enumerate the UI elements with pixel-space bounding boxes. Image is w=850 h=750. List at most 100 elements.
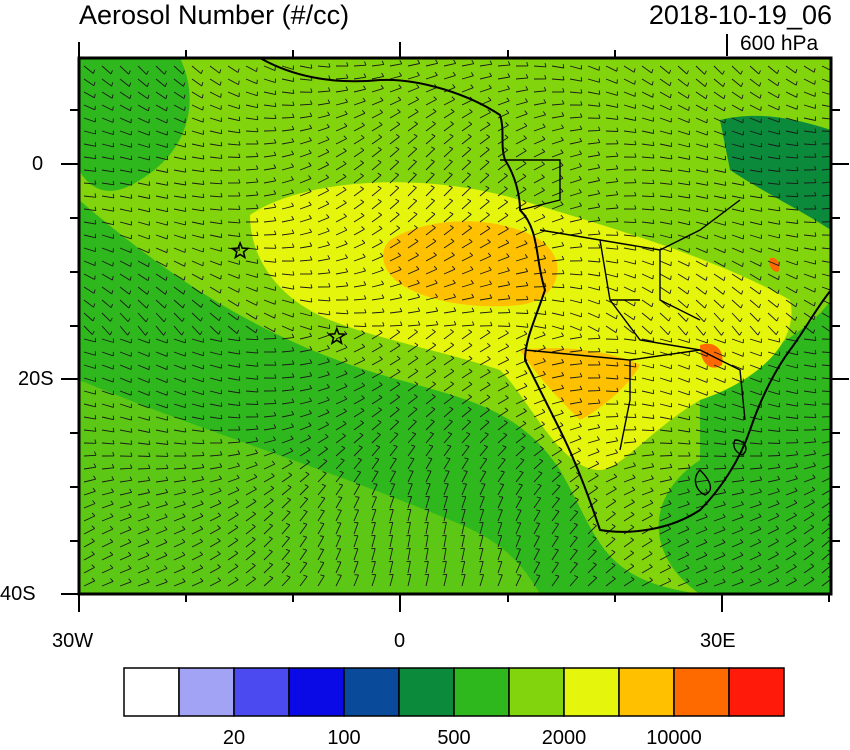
wind-barb-flag — [778, 439, 781, 444]
wind-barb — [497, 359, 509, 366]
wind-barb — [551, 103, 565, 106]
wind-barb — [479, 214, 490, 223]
wind-barb-flag — [596, 448, 600, 452]
wind-barb — [659, 364, 672, 370]
wind-barb-flag — [592, 575, 598, 579]
wind-barb — [785, 299, 797, 308]
wind-barb-flag — [449, 133, 454, 137]
wind-barb-flag — [375, 444, 380, 448]
wind-barb-flag — [557, 459, 562, 463]
wind-barb-flag — [130, 428, 133, 433]
wind-barb-flag — [598, 126, 601, 131]
wind-barb-flag — [536, 509, 541, 512]
wind-barb — [767, 195, 780, 198]
wind-barb — [155, 208, 168, 213]
wind-barb — [335, 89, 348, 93]
wind-barb — [767, 442, 781, 444]
wind-barb — [209, 156, 222, 159]
wind-barb — [299, 449, 311, 457]
wind-barb — [623, 453, 636, 457]
wind-barb — [587, 219, 600, 223]
wind-barb — [443, 421, 453, 431]
wind-barb — [443, 148, 454, 158]
wind-barb — [551, 473, 562, 483]
wind-barb-flag — [379, 369, 383, 373]
wind-barb-flag — [184, 194, 187, 199]
wind-barb — [155, 65, 165, 75]
wind-barb-flag — [309, 242, 313, 247]
wind-barb-flag — [486, 134, 490, 138]
wind-barb — [443, 310, 456, 314]
wind-barb — [713, 312, 723, 323]
wind-barb-flag — [378, 134, 383, 138]
wind-barb — [659, 182, 672, 185]
wind-barb — [209, 65, 220, 74]
wind-barb — [587, 142, 600, 145]
wind-barb-flag — [292, 113, 295, 118]
wind-barb — [587, 273, 600, 277]
wind-barb — [353, 100, 366, 106]
wind-barb-flag — [220, 166, 223, 172]
wind-barb-flag — [416, 71, 420, 76]
wind-barb-flag — [592, 549, 597, 552]
wind-barb — [155, 273, 167, 281]
wind-barb-flag — [363, 281, 367, 286]
wind-barb — [137, 104, 149, 112]
wind-barb-flag — [328, 296, 331, 302]
wind-barb-flag — [273, 190, 277, 195]
wind-barb-flag — [464, 457, 469, 460]
wind-barb — [443, 296, 456, 301]
wind-barb — [533, 126, 546, 132]
wind-barb-flag — [777, 289, 780, 294]
wind-barb — [803, 78, 815, 85]
wind-barb-flag — [111, 488, 114, 493]
wind-barb-flag — [598, 114, 601, 119]
wind-barb-flag — [721, 331, 725, 336]
wind-barb-flag — [200, 500, 204, 505]
wind-barb-flag — [555, 509, 560, 512]
wind-barb-flag — [234, 537, 239, 541]
wind-barb-flag — [556, 484, 561, 487]
wind-barb — [353, 522, 359, 535]
wind-barb-flag — [670, 427, 673, 432]
wind-barb — [479, 201, 490, 210]
wind-barb — [83, 130, 96, 135]
wind-barb — [551, 190, 564, 197]
wind-barb — [299, 576, 308, 587]
wind-barb — [101, 156, 114, 160]
wind-barb — [209, 143, 222, 147]
wind-barb — [371, 332, 383, 340]
wind-barb-flag — [685, 317, 689, 322]
wind-barb — [677, 403, 690, 408]
wind-barb-flag — [148, 452, 151, 457]
wind-barb — [641, 325, 652, 335]
wind-barb-flag — [614, 449, 618, 454]
wind-barb-flag — [760, 180, 763, 185]
wind-barb — [407, 535, 411, 548]
wind-barb — [533, 523, 541, 535]
wind-barb-flag — [777, 81, 780, 86]
wind-barb-flag — [326, 345, 330, 349]
wind-barb-flag — [377, 419, 382, 423]
wind-barb — [353, 215, 365, 223]
wind-barb — [515, 77, 528, 80]
wind-barb — [335, 398, 348, 405]
wind-barb — [335, 285, 348, 288]
wind-barb-flag — [325, 200, 330, 205]
wind-barb-flag — [374, 457, 380, 460]
wind-barb-flag — [442, 560, 447, 563]
wind-barb-flag — [413, 133, 418, 137]
wind-barb — [695, 541, 708, 548]
wind-barb — [407, 161, 417, 171]
wind-barb — [695, 182, 708, 186]
wind-barb-flag — [234, 576, 239, 581]
wind-barb-flag — [413, 211, 418, 215]
wind-barb-flag — [320, 509, 325, 512]
wind-barb — [191, 580, 204, 587]
wind-barb — [281, 246, 295, 249]
wind-barb — [659, 541, 671, 548]
wind-barb-flag — [776, 500, 780, 504]
wind-barb-flag — [579, 125, 583, 130]
wind-barb — [641, 351, 654, 356]
wind-barb — [767, 117, 780, 123]
